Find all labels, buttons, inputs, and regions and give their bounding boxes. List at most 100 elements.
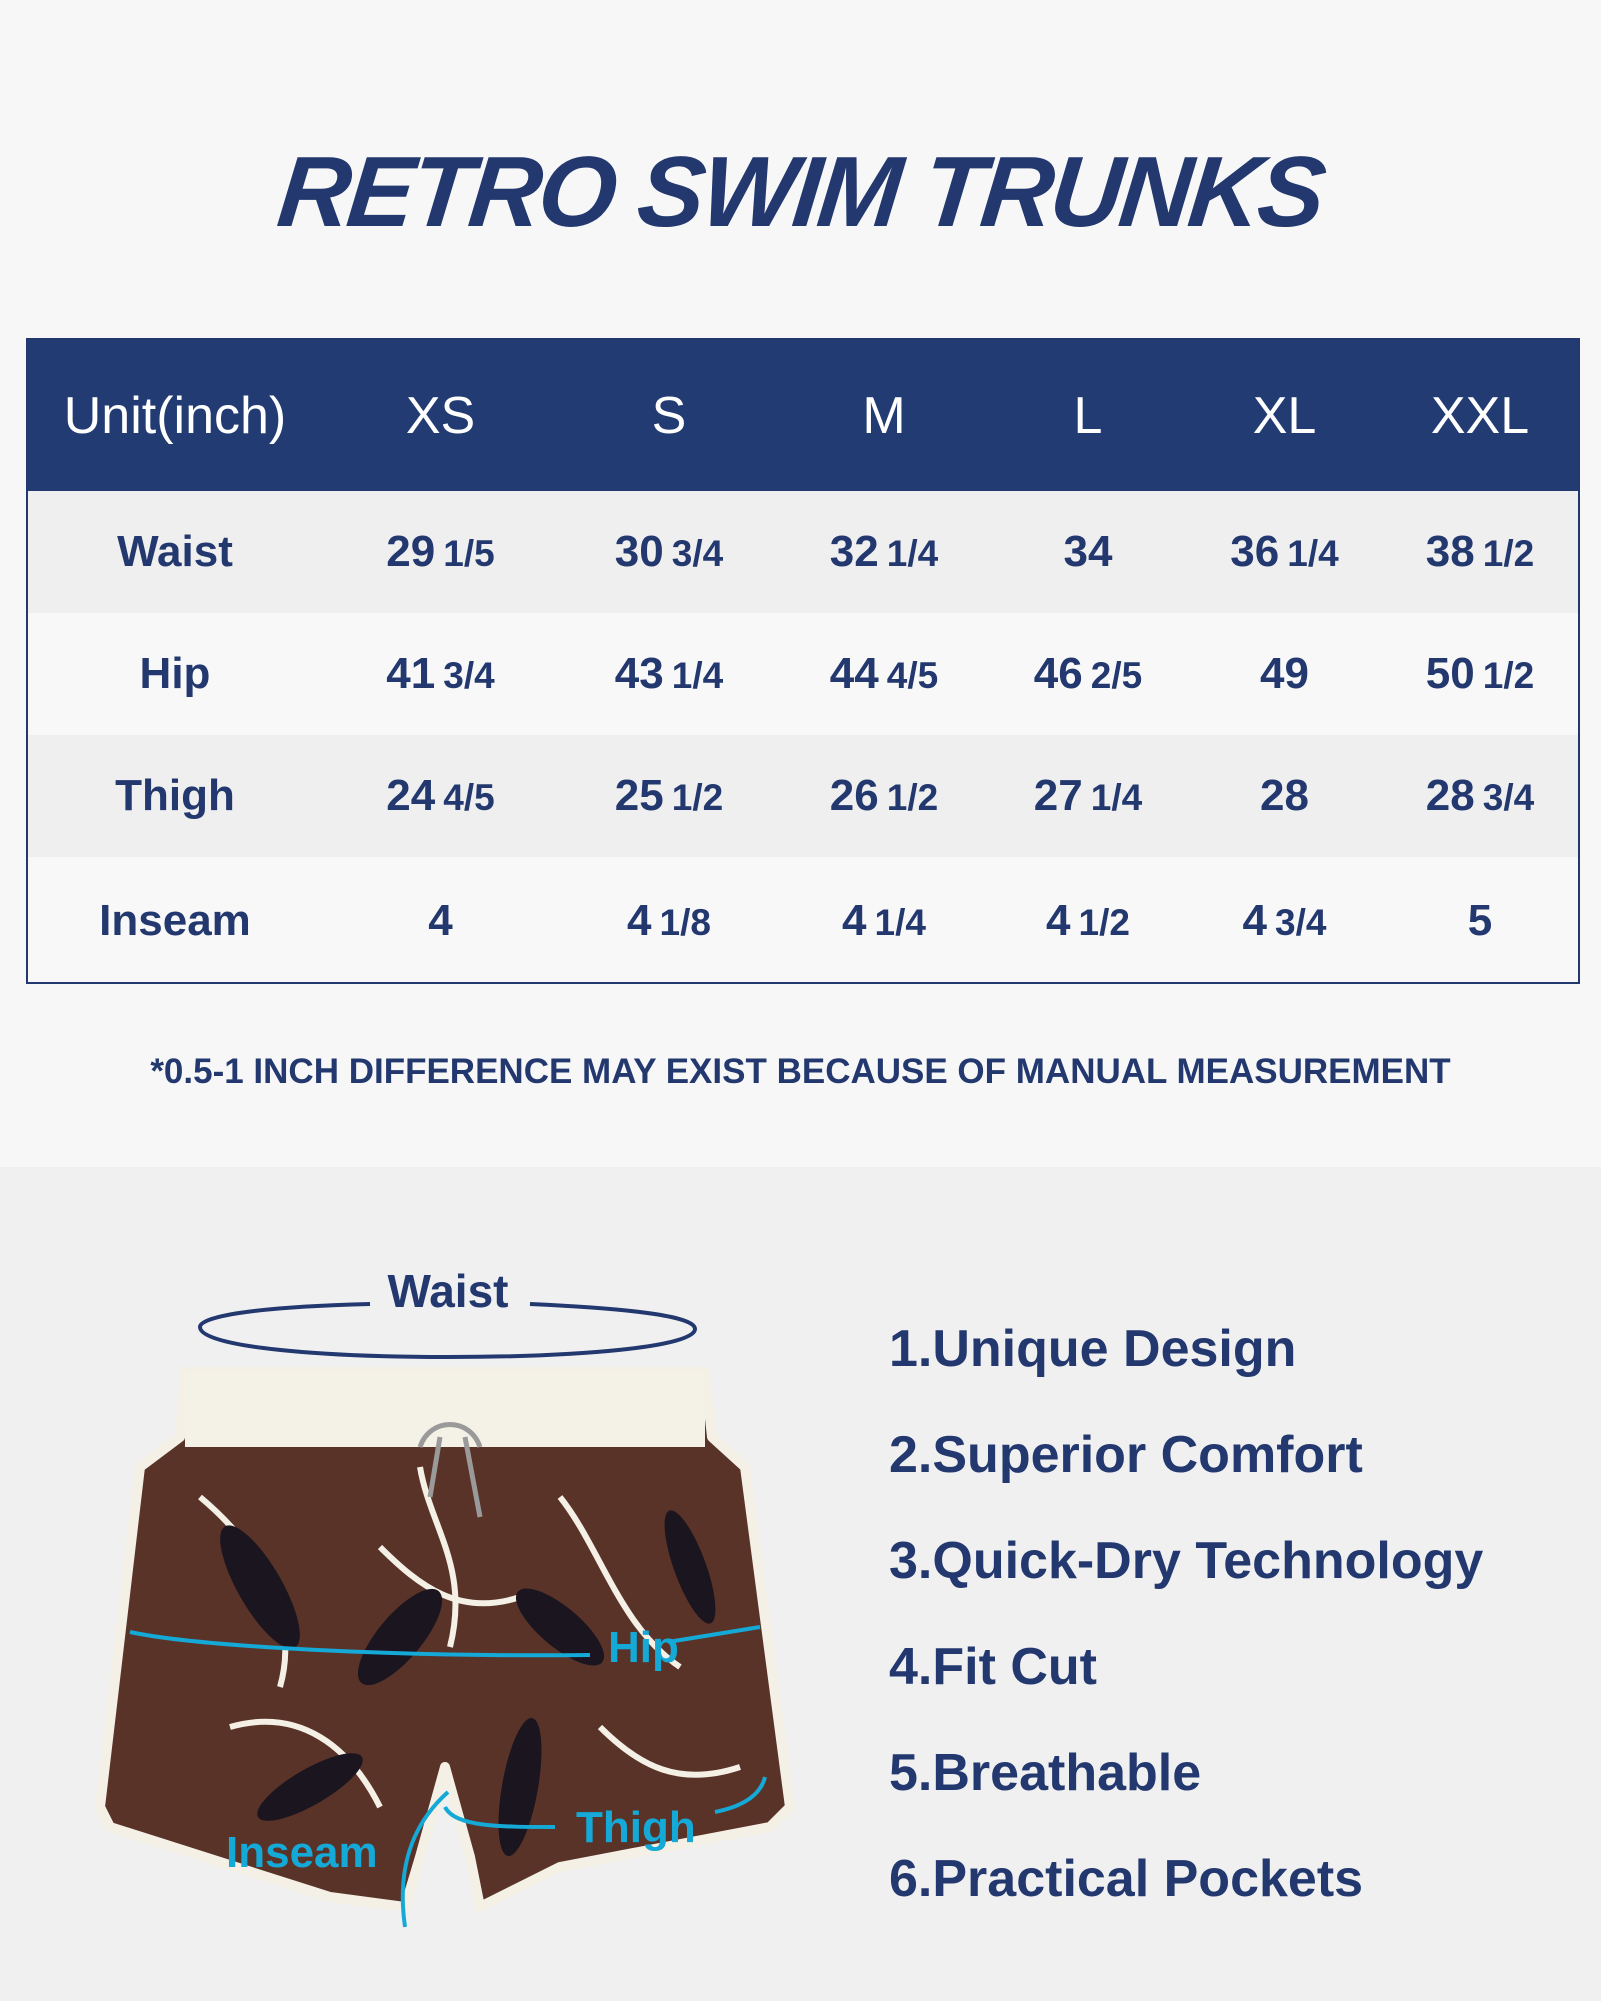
cell-whole: 32: [829, 527, 879, 576]
header-s: S: [651, 386, 687, 445]
cell-whole: 44: [829, 649, 879, 698]
table-cell: 5: [1382, 896, 1578, 946]
table-row: Waist 29 1/5 30 3/4 32 1/4 34 36 1/4 38 1/2: [28, 491, 1578, 613]
table-cell: 4 1/2: [989, 896, 1187, 946]
inseam-label: Inseam: [226, 1828, 378, 1877]
cell-fraction: 1/2: [1482, 533, 1535, 574]
cell-fraction: 3/4: [443, 655, 495, 696]
feature-item: 5.Breathable: [889, 1744, 1202, 1802]
measurement-note: *0.5-1 INCH DIFFERENCE MAY EXIST BECAUSE…: [150, 1052, 1451, 1091]
features-list: 1.Unique Design 2.Superior Comfort 3.Qui…: [889, 1312, 1483, 1948]
cell-fraction: 4/5: [886, 655, 939, 696]
table-cell: 24 4/5: [322, 771, 559, 821]
cell-fraction: 1/4: [1090, 777, 1143, 818]
table-cell: 4 1/8: [559, 896, 779, 946]
floral-pattern: [198, 1466, 741, 1809]
cell-whole: 26: [829, 771, 879, 820]
feature-item: 3.Quick-Dry Technology: [889, 1532, 1484, 1590]
drawstring: [417, 1422, 483, 1518]
cell-whole: 4: [627, 895, 652, 945]
cell-whole: 4: [428, 895, 453, 945]
table-cell: 38 1/2: [1382, 527, 1578, 577]
cell-fraction: 3/4: [1482, 777, 1535, 818]
table-cell: 43 1/4: [559, 649, 779, 699]
header-m: M: [862, 386, 906, 445]
cell-fraction: 3/4: [671, 533, 724, 574]
table-cell: 27 1/4: [989, 771, 1187, 821]
cell-whole: 36: [1230, 527, 1280, 576]
table-cell: 30 3/4: [559, 527, 779, 577]
table-cell: 50 1/2: [1382, 649, 1578, 699]
cell-fraction: 1/4: [1287, 533, 1339, 574]
shorts-measurement-diagram: Waist Hip Thigh Inseam: [95, 1265, 795, 1928]
cell-whole: 38: [1425, 527, 1475, 576]
table-cell: 32 1/4: [779, 527, 989, 577]
cell-whole: 50: [1425, 649, 1475, 698]
feature-item: 2.Superior Comfort: [889, 1426, 1363, 1484]
table-cell: 4: [322, 896, 559, 946]
inseam-measure-line: [400, 1790, 450, 1928]
header-xl: XL: [1252, 386, 1317, 445]
header-l: L: [1073, 386, 1103, 445]
cell-whole: 46: [1033, 649, 1083, 698]
waist-measure-line: [197, 1302, 698, 1360]
cell-fraction: 1/8: [659, 901, 711, 943]
cell-fraction: 1/4: [671, 655, 724, 696]
cell-whole: 27: [1033, 771, 1083, 820]
cell-whole: 4: [1046, 895, 1071, 945]
table-cell: 29 1/5: [322, 527, 559, 577]
table-row: Inseam 4 4 1/8 4 1/4 4 1/2 4 3/4 5: [28, 857, 1578, 984]
table-cell: 4 3/4: [1187, 896, 1382, 946]
page-title: RETRO SWIM TRUNKS: [272, 136, 1329, 248]
header-unit: Unit(inch): [63, 386, 287, 445]
cell-whole: 30: [614, 527, 664, 576]
table-cell: 36 1/4: [1187, 527, 1382, 577]
cell-fraction: 1/4: [874, 901, 926, 943]
feature-item: 4.Fit Cut: [889, 1638, 1097, 1696]
header-xs: XS: [405, 386, 476, 445]
table-row: Hip 41 3/4 43 1/4 44 4/5 46 2/5 49 50 1/2: [28, 613, 1578, 735]
header-xxl: XXL: [1430, 386, 1530, 445]
cell-fraction: 2/5: [1090, 655, 1143, 696]
table-cell: 4 1/4: [779, 896, 989, 946]
table-header-row: Unit(inch) XS S M L XL XXL: [28, 340, 1578, 491]
waist-label: Waist: [388, 1265, 509, 1317]
table-cell: 26 1/2: [779, 771, 989, 821]
cell-fraction: 1/2: [1078, 901, 1130, 943]
cell-whole: 25: [614, 771, 664, 820]
table-cell: 28: [1187, 771, 1382, 821]
cell-fraction: 4/5: [443, 777, 495, 818]
cell-fraction: 1/4: [886, 533, 939, 574]
cell-whole: 24: [386, 771, 436, 820]
table-cell: 46 2/5: [989, 649, 1187, 699]
row-label: Thigh: [115, 771, 235, 820]
table-cell: 41 3/4: [322, 649, 559, 699]
table-cell: 49: [1187, 649, 1382, 699]
cell-whole: 4: [842, 895, 867, 945]
cell-fraction: 1/2: [886, 777, 939, 818]
cell-whole: 28: [1260, 771, 1309, 820]
feature-item: 6.Practical Pockets: [889, 1850, 1364, 1908]
table-cell: 28 3/4: [1382, 771, 1578, 821]
cell-fraction: 1/2: [1482, 655, 1535, 696]
table-row: Thigh 24 4/5 25 1/2 26 1/2 27 1/4 28 28 3/4: [28, 735, 1578, 857]
cell-whole: 29: [386, 527, 436, 576]
cell-fraction: 1/5: [443, 533, 495, 574]
row-label: Hip: [139, 649, 211, 698]
cell-whole: 5: [1467, 895, 1493, 945]
cell-fraction: 1/2: [671, 777, 724, 818]
thigh-measure-line: [443, 1776, 767, 1829]
row-label: Inseam: [99, 895, 251, 945]
table-cell: 25 1/2: [559, 771, 779, 821]
cell-whole: 34: [1063, 527, 1113, 576]
feature-item: 1.Unique Design: [889, 1320, 1297, 1378]
table-cell: 34: [989, 527, 1187, 577]
shorts-image: [95, 1367, 795, 1912]
cell-fraction: 3/4: [1275, 901, 1327, 943]
table-cell: 44 4/5: [779, 649, 989, 699]
row-label: Waist: [117, 527, 233, 576]
thigh-label: Thigh: [576, 1803, 696, 1852]
hip-measure-line: [129, 1625, 761, 1658]
size-chart-table: Unit(inch) XS S M L XL XXL Waist 29 1/5 30 3…: [26, 338, 1580, 984]
waistband: [185, 1372, 705, 1447]
